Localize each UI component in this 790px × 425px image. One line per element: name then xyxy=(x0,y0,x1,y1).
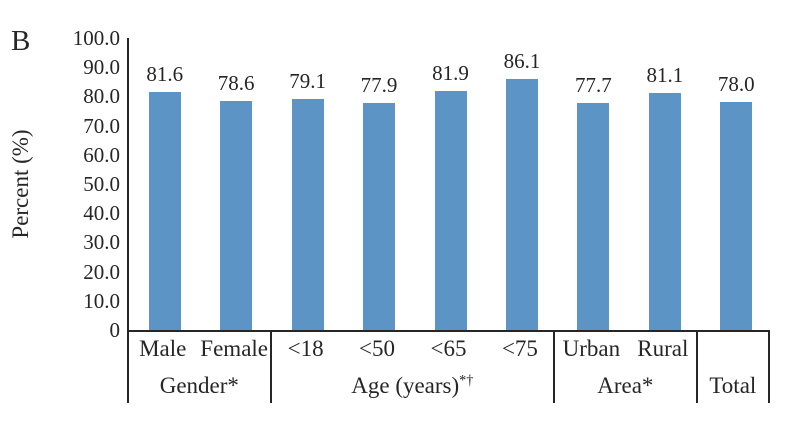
bar xyxy=(648,93,681,330)
group-label: Total xyxy=(709,373,757,398)
group-label-superscript: *† xyxy=(459,372,474,389)
y-tick-label: 70.0 xyxy=(83,113,120,138)
group-cell: Age (years)*† xyxy=(269,332,553,403)
bar xyxy=(720,102,753,330)
group-label: Age (years)*† xyxy=(351,372,474,398)
bar-value-label: 77.7 xyxy=(575,73,612,98)
bar xyxy=(363,102,396,330)
group-cell: Total xyxy=(695,332,768,403)
y-tick-label: 80.0 xyxy=(83,84,120,109)
panel-label: B xyxy=(11,25,31,57)
bar-value-label: 77.9 xyxy=(360,72,398,97)
bar-value-label: 81.9 xyxy=(432,60,469,85)
y-tick-label: 20.0 xyxy=(83,259,120,284)
plot-area: 81.6 78.6 79.1 77.9 81.9 86.1 77.7 81.1 78.0 xyxy=(127,38,772,330)
category-group-table: Gender* Age (years)*† Area* Total xyxy=(127,330,770,403)
y-tick-label: 40.0 xyxy=(83,201,120,226)
group-cell: Gender* xyxy=(129,332,270,403)
bar-value-label: 86.1 xyxy=(503,48,541,73)
group-cell: Area* xyxy=(553,332,696,403)
bar-value-label: 81.6 xyxy=(146,61,184,86)
bar xyxy=(434,90,467,330)
bar xyxy=(148,91,181,330)
y-tick-label: 0 xyxy=(109,318,121,342)
bar-value-label: 79.1 xyxy=(289,69,326,94)
bar xyxy=(577,103,610,330)
y-tick-label: 60.0 xyxy=(83,142,120,167)
y-tick-label: 90.0 xyxy=(83,55,120,80)
bar xyxy=(505,78,538,330)
bar xyxy=(291,99,324,330)
bar-value-label: 78.6 xyxy=(217,70,255,95)
y-tick-label: 50.0 xyxy=(83,172,120,196)
y-axis-title: Percent (%) xyxy=(8,129,33,239)
y-tick-label: 30.0 xyxy=(83,230,120,255)
bar xyxy=(220,100,253,330)
group-label: Gender* xyxy=(159,373,239,398)
y-tick-label: 10.0 xyxy=(83,288,120,313)
y-tick-label: 100.0 xyxy=(72,26,120,50)
bar-value-label: 78.0 xyxy=(717,72,755,97)
y-axis-tick-labels: 100.0 90.0 80.0 70.0 60.0 50.0 40.0 30.0 20.0 10.… xyxy=(40,0,120,425)
group-label: Area* xyxy=(597,373,654,398)
bar-value-label: 81.1 xyxy=(646,63,684,88)
